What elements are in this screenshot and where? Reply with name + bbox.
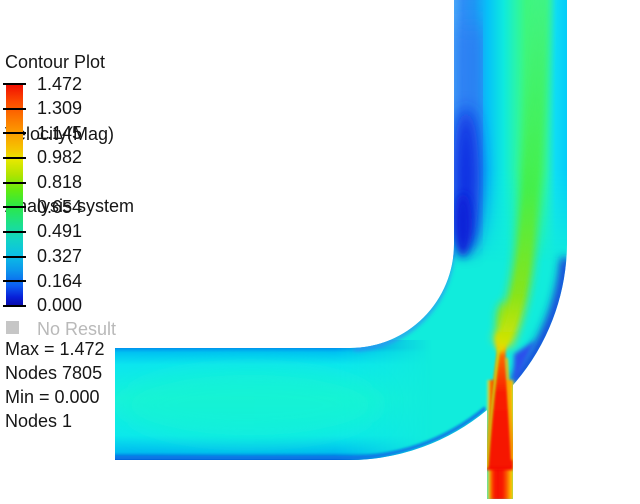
stats-block: Max = 1.472 Nodes 7805 Min = 0.000 Nodes… [5, 337, 105, 433]
plot-variable: Velocity(Mag) [5, 124, 115, 144]
no-result-swatch [6, 321, 19, 334]
colorbar-label: 0.491 [37, 221, 83, 242]
jet-right-edge [505, 357, 514, 461]
inlet-core-tint [120, 367, 380, 443]
colorbar-tick [3, 156, 26, 159]
colorbar-tick [3, 206, 26, 209]
stat-max-nodes: Nodes 7805 [5, 363, 103, 383]
colorbar-tick [3, 304, 26, 307]
outer-wall-dark-band [509, 257, 567, 387]
colorbar-tick [3, 83, 26, 85]
colorbar-label: 0.164 [37, 270, 83, 291]
plot-title: Contour Plot [5, 52, 106, 72]
contour-field [115, 0, 567, 499]
colorbar-label: 1.309 [37, 98, 83, 119]
colorbar-tick [3, 132, 26, 135]
junction-dark-wedge [514, 340, 536, 384]
colorbar-label: 0.654 [37, 196, 83, 217]
colorbar [6, 84, 23, 306]
colorbar-label: 0.982 [37, 147, 83, 168]
colorbar-label: 0.818 [37, 172, 83, 193]
colorbar-tick [3, 230, 26, 233]
inner-corner-dark [427, 249, 454, 266]
colorbar-tick [3, 280, 26, 283]
green-streak-core [497, 0, 545, 346]
colorbar-label: 0.327 [37, 246, 83, 267]
stat-min-nodes: Nodes 1 [5, 411, 73, 431]
colorbar-label: 0.000 [37, 295, 83, 316]
bottom-wall-edge [115, 406, 487, 460]
no-result-label: No Result [37, 319, 117, 339]
stat-max: Max = 1.472 [5, 339, 105, 359]
jet-left-edge [485, 347, 501, 469]
colorbar-label: 1.145 [37, 122, 83, 143]
colorbar-tick [3, 181, 26, 184]
separation-core [454, 193, 472, 257]
colorbar-tick [3, 255, 26, 258]
colorbar-tick [3, 107, 26, 110]
colorbar-label: 1.472 [37, 73, 83, 94]
stat-min: Min = 0.000 [5, 387, 100, 407]
